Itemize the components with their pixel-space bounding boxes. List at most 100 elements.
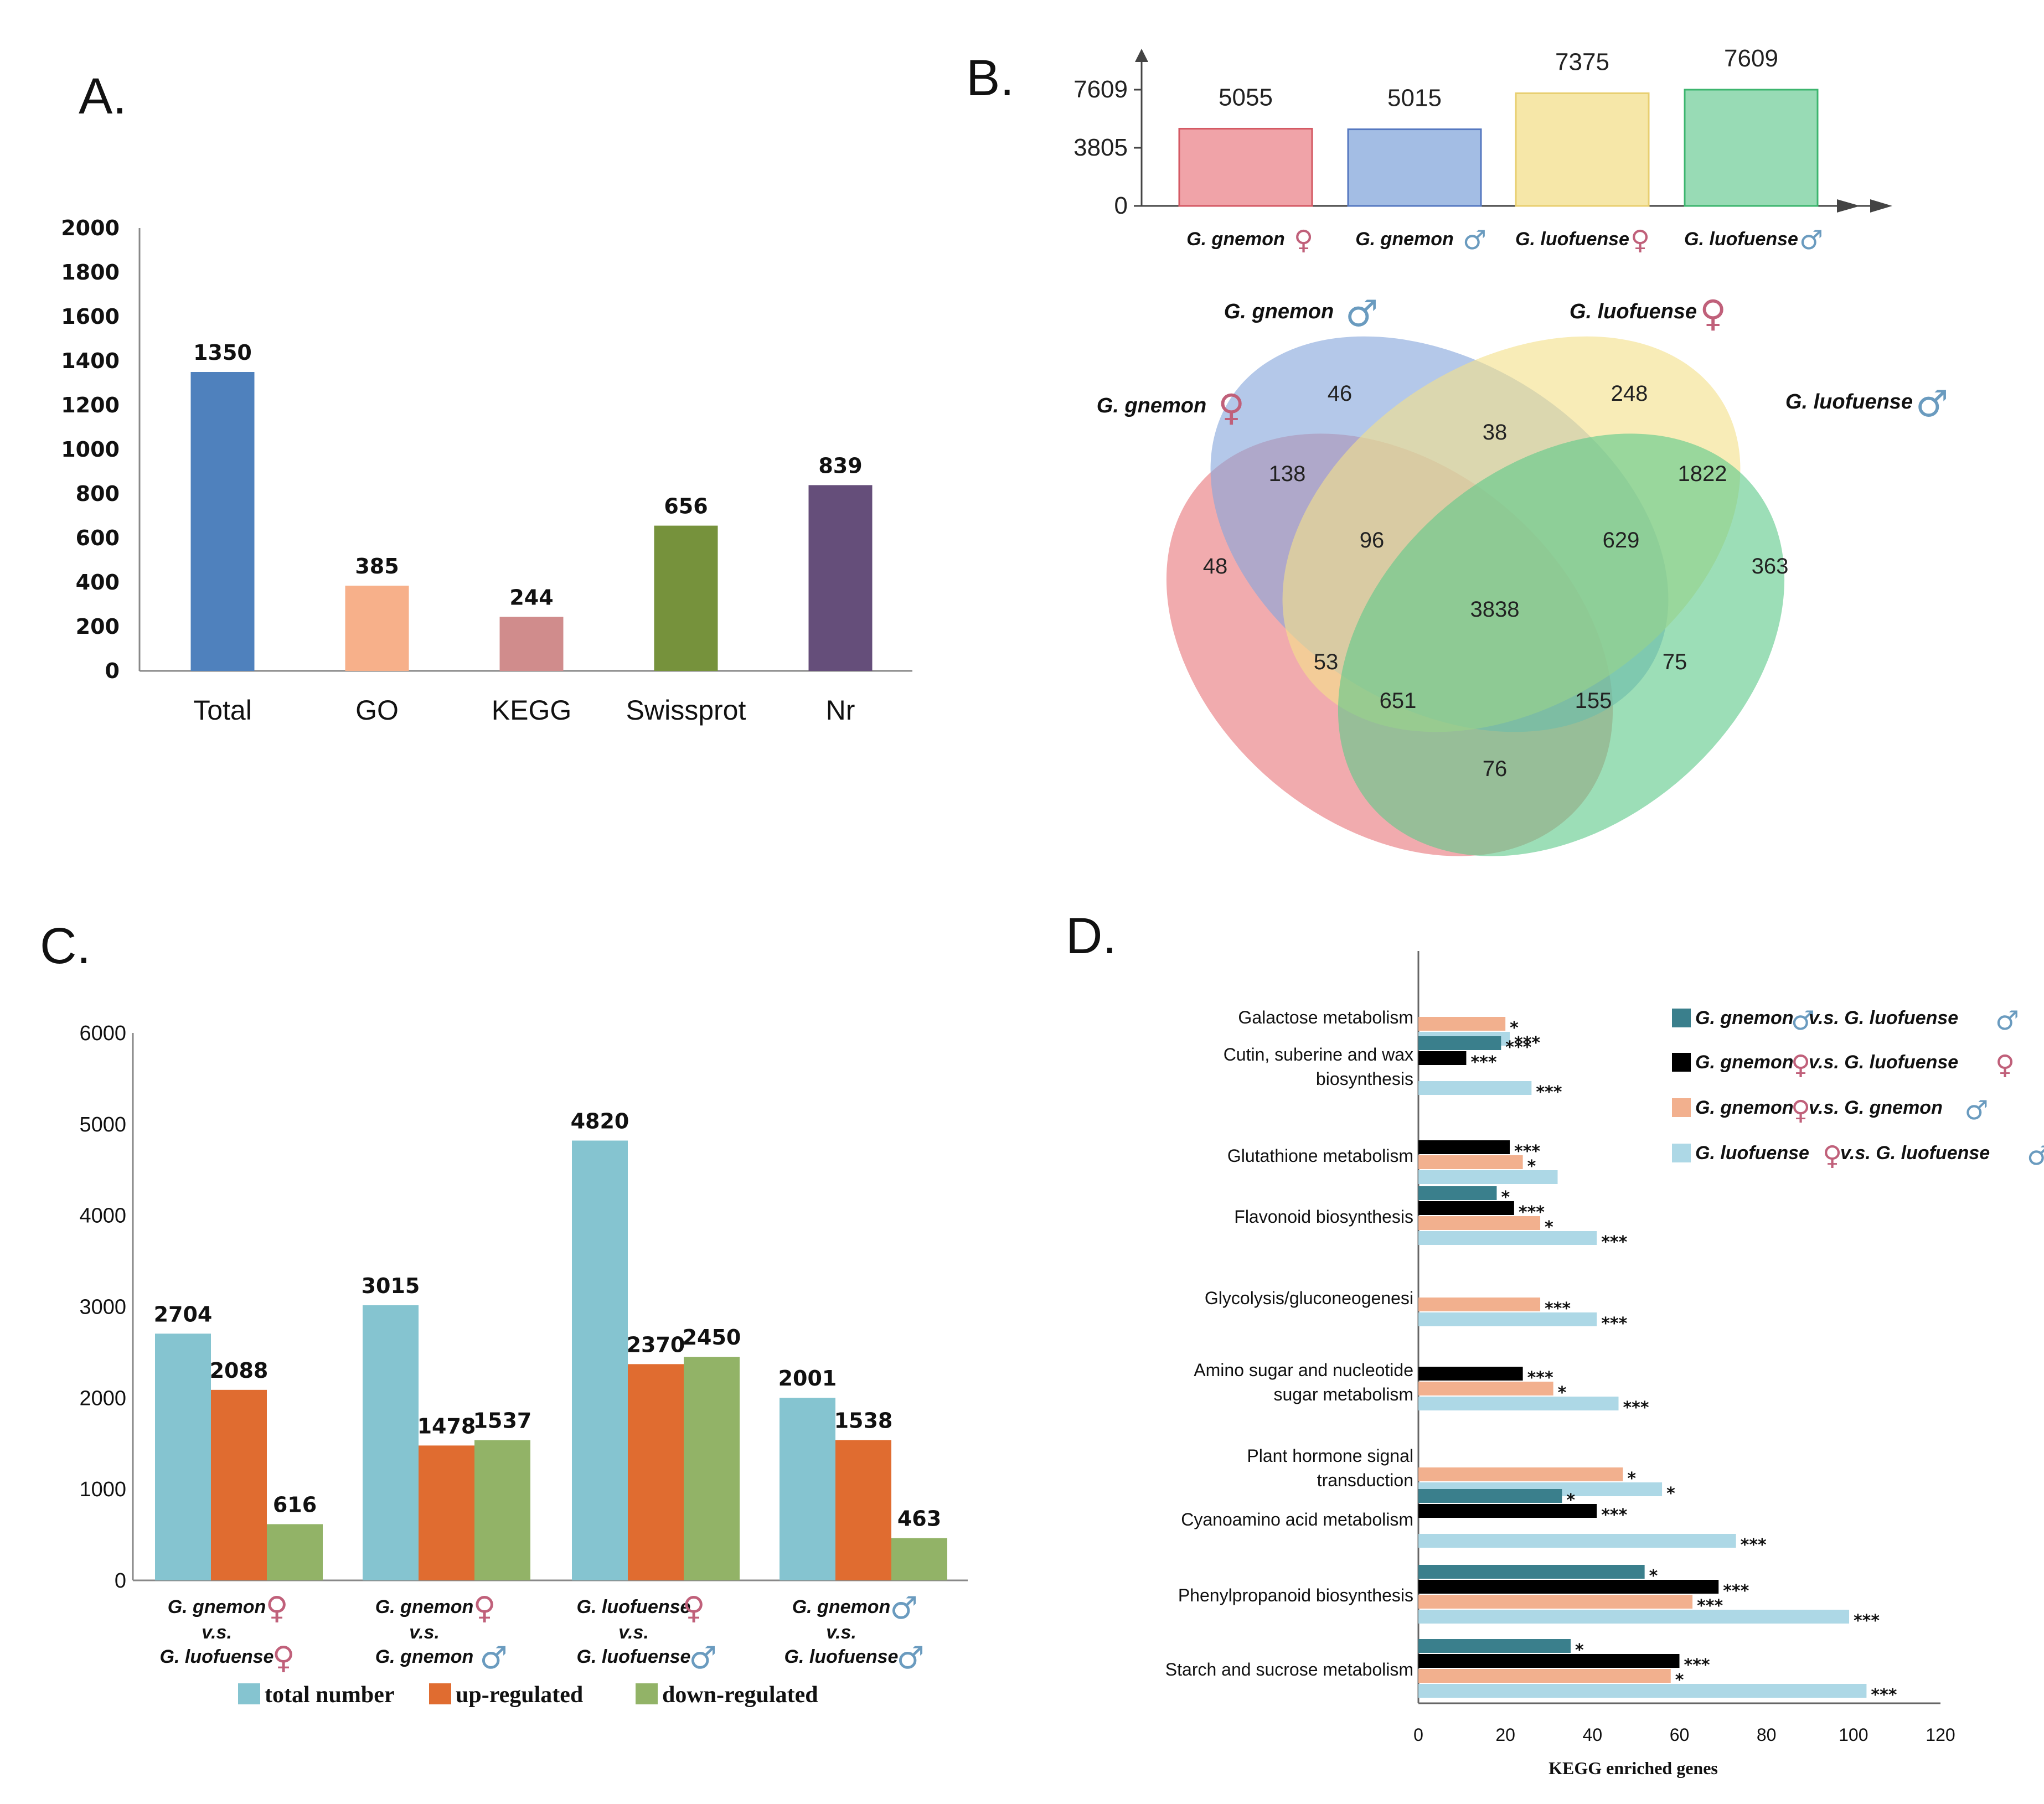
d-category-label: Galactose metabolism <box>1238 1007 1413 1027</box>
d-bar <box>1418 1580 1719 1594</box>
c-bar <box>780 1398 835 1580</box>
d-bar <box>1418 1186 1497 1200</box>
d-category-label: sugar metabolism <box>1273 1384 1413 1404</box>
d-bar <box>1418 1201 1514 1215</box>
b-y-tick-label: 3805 <box>1073 134 1128 161</box>
a-y-tick-label: 1400 <box>61 349 120 373</box>
panel-d-label: D. <box>1066 908 1117 964</box>
d-bar <box>1418 1397 1619 1410</box>
venn-region-count: 46 <box>1328 381 1353 406</box>
c-value-label: 2088 <box>210 1358 269 1383</box>
d-category-label: Plant hormone signal <box>1247 1446 1413 1466</box>
a-value-label: 1350 <box>193 340 252 365</box>
d-bar <box>1418 1534 1736 1548</box>
c-legend-label: total number <box>265 1682 395 1708</box>
a-category-label: GO <box>355 695 399 726</box>
c-y-tick-label: 6000 <box>79 1022 126 1045</box>
d-bar <box>1418 1684 1867 1698</box>
venn-set-label: G. gnemon <box>1224 300 1334 323</box>
c-legend-swatch <box>636 1683 658 1704</box>
c-bar <box>211 1389 267 1580</box>
b-value-label: 7609 <box>1724 45 1778 72</box>
a-value-label: 244 <box>509 585 553 609</box>
venn-sex-symbol-icon: ♂ <box>1916 382 1948 425</box>
c-group-label-line2: G. luofuense <box>784 1646 899 1667</box>
b-y-axis-arrow <box>1135 49 1148 62</box>
panel-b-bar-chart: 0 3805 7609 5055 G. gnemon ♀ 5015 G. gnemon ♂ 737… <box>1073 45 1892 256</box>
panel-d-chart: 0 20 40 60 80 100 120 KEGG enriched genes Galact… <box>1165 951 2044 1778</box>
c-value-label: 2370 <box>627 1332 685 1357</box>
venn-region-count: 53 <box>1314 650 1339 674</box>
c-y-tick-label: 0 <box>115 1569 126 1593</box>
d-x-tick-label: 20 <box>1495 1725 1515 1745</box>
d-legend-sex-symbol-icon: ♂ <box>1791 1005 1815 1036</box>
d-bar <box>1418 1298 1541 1311</box>
c-value-label: 3015 <box>362 1274 420 1298</box>
d-bar <box>1418 1467 1623 1481</box>
b-category-label: G. gnemon <box>1355 229 1454 250</box>
venn-sex-symbol-icon: ♂ <box>1345 292 1378 335</box>
c-group-label-line2: G. luofuense <box>577 1646 691 1667</box>
c-group-label-line2: G. luofuense <box>160 1646 274 1667</box>
c-group-label-vs: v.s. <box>618 1622 649 1643</box>
c-y-tick-label: 4000 <box>79 1205 126 1228</box>
d-legend-sex-symbol-icon: ♂ <box>1965 1095 1989 1126</box>
panel-b-venn-diagram: G. gnemon ♀G. gnemon ♂ G. luofuense ♀G. luof… <box>1097 292 1948 856</box>
d-legend-label-part1: G. luofuense <box>1695 1143 1809 1164</box>
d-bar <box>1418 1312 1597 1326</box>
d-x-tick-label: 40 <box>1583 1725 1603 1745</box>
b-x-axis-arrow-1 <box>1837 199 1860 213</box>
d-significance-stars: *** <box>1741 1536 1767 1555</box>
b-bar <box>1684 89 1819 207</box>
a-y-tick-label: 1600 <box>61 304 120 329</box>
venn-region-count: 248 <box>1611 381 1648 406</box>
b-bar <box>1515 92 1650 207</box>
d-category-label: Flavonoid biosynthesis <box>1234 1207 1413 1227</box>
b-y-tick-label: 7609 <box>1073 76 1128 103</box>
c-sex-symbol-icon: ♀ <box>266 1590 288 1626</box>
c-sex-symbol-icon: ♀ <box>272 1640 295 1676</box>
a-bar <box>654 525 718 671</box>
d-legend-label-part2: v.s. G. luofuense <box>1840 1143 1990 1164</box>
d-legend-label-part2: v.s. G. luofuense <box>1809 1007 1958 1028</box>
d-bar <box>1418 1170 1558 1184</box>
c-group-label-vs: v.s. <box>826 1622 856 1643</box>
d-x-tick-label: 100 <box>1839 1725 1868 1745</box>
a-category-label: Nr <box>826 695 855 726</box>
d-significance-stars: *** <box>1536 1083 1562 1102</box>
b-bar <box>1347 128 1482 207</box>
panel-a-chart: 0 200 400 600 800 1000 1200 1400 1600 1800 2000 135… <box>61 216 912 726</box>
b-category-label: G. gnemon <box>1186 229 1285 250</box>
venn-region-count: 38 <box>1483 420 1508 444</box>
d-category-label: Phenylpropanoid biosynthesis <box>1178 1585 1413 1605</box>
c-bar <box>891 1538 947 1580</box>
c-sex-symbol-icon: ♀ <box>473 1590 496 1626</box>
venn-region-count: 1822 <box>1678 462 1727 486</box>
d-bar <box>1418 1654 1680 1668</box>
c-group-label-vs: v.s. <box>202 1622 232 1643</box>
venn-region-count: 96 <box>1360 528 1385 552</box>
b-value-label: 7375 <box>1555 48 1609 75</box>
d-bar <box>1418 1565 1645 1579</box>
d-significance-stars: *** <box>1601 1506 1627 1525</box>
c-group-label-line1: G. gnemon <box>792 1596 891 1617</box>
c-bar <box>155 1333 211 1580</box>
d-legend-sex-symbol-icon: ♀ <box>1791 1095 1810 1126</box>
venn-region-count: 155 <box>1575 689 1612 713</box>
d-legend-swatch <box>1672 1009 1691 1027</box>
venn-set-label: G. gnemon <box>1097 394 1206 417</box>
c-bar <box>835 1440 891 1580</box>
d-bar <box>1418 1504 1597 1518</box>
d-x-tick-label: 0 <box>1413 1725 1423 1745</box>
d-significance-stars: *** <box>1601 1233 1627 1252</box>
c-bar <box>363 1305 419 1580</box>
d-legend-sex-symbol-icon: ♂ <box>1995 1005 2019 1036</box>
b-sex-symbol-icon: ♀ <box>1294 225 1313 256</box>
c-sex-symbol-icon: ♂ <box>689 1640 717 1676</box>
venn-sex-symbol-icon: ♀ <box>1218 386 1245 429</box>
d-bar <box>1418 1216 1541 1230</box>
venn-region-count: 75 <box>1663 650 1687 674</box>
d-bar <box>1418 1595 1693 1609</box>
a-y-tick-label: 600 <box>76 526 120 550</box>
panel-c-chart: 0 1000 2000 3000 4000 5000 6000 2704 2088 616 G. g… <box>79 1022 968 1708</box>
